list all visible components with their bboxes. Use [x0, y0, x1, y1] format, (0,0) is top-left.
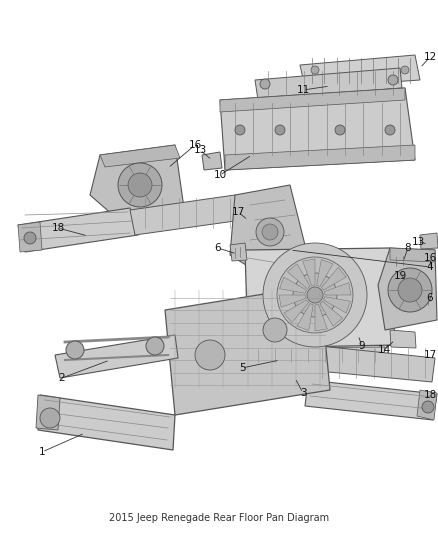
Text: 8: 8: [405, 243, 411, 253]
Polygon shape: [378, 248, 437, 330]
Circle shape: [388, 268, 432, 312]
Text: 6: 6: [427, 293, 433, 303]
Polygon shape: [420, 233, 438, 249]
Text: 17: 17: [424, 350, 437, 360]
Circle shape: [275, 125, 285, 135]
Text: 13: 13: [193, 145, 207, 155]
Circle shape: [385, 125, 395, 135]
Polygon shape: [321, 268, 346, 290]
Text: 16: 16: [424, 253, 437, 263]
Polygon shape: [324, 297, 350, 313]
Polygon shape: [38, 395, 175, 450]
Circle shape: [263, 243, 367, 347]
Circle shape: [118, 163, 162, 207]
Polygon shape: [220, 88, 405, 112]
Polygon shape: [202, 152, 222, 170]
Polygon shape: [245, 248, 395, 348]
Text: 18: 18: [51, 223, 65, 233]
Text: 4: 4: [427, 262, 433, 272]
Polygon shape: [300, 55, 420, 88]
Polygon shape: [320, 302, 343, 326]
Polygon shape: [220, 88, 415, 170]
Text: 5: 5: [239, 363, 245, 373]
Polygon shape: [317, 260, 333, 286]
Text: 12: 12: [424, 52, 437, 62]
Circle shape: [388, 75, 398, 85]
Circle shape: [398, 278, 422, 302]
Polygon shape: [279, 277, 306, 293]
Polygon shape: [165, 285, 330, 415]
Polygon shape: [308, 345, 435, 382]
Polygon shape: [246, 347, 385, 364]
Polygon shape: [225, 145, 415, 170]
Circle shape: [260, 79, 270, 89]
Circle shape: [235, 125, 245, 135]
Text: 3: 3: [300, 388, 306, 398]
Circle shape: [422, 401, 434, 413]
Text: 13: 13: [411, 237, 424, 247]
Circle shape: [263, 318, 287, 342]
Circle shape: [128, 173, 152, 197]
Circle shape: [256, 218, 284, 246]
Circle shape: [335, 125, 345, 135]
Polygon shape: [230, 185, 310, 280]
Polygon shape: [36, 395, 60, 430]
Polygon shape: [287, 264, 310, 288]
Circle shape: [311, 66, 319, 74]
Text: 17: 17: [231, 207, 245, 217]
Polygon shape: [284, 300, 309, 322]
Circle shape: [401, 66, 409, 74]
Polygon shape: [315, 304, 327, 331]
Polygon shape: [390, 253, 409, 269]
Polygon shape: [402, 270, 418, 284]
Text: 2015 Jeep Renegade Rear Floor Pan Diagram: 2015 Jeep Renegade Rear Floor Pan Diagra…: [109, 513, 329, 523]
Text: 11: 11: [297, 85, 310, 95]
Text: 2: 2: [59, 373, 65, 383]
Text: 19: 19: [393, 271, 406, 281]
Polygon shape: [100, 145, 180, 167]
Circle shape: [66, 341, 84, 359]
Polygon shape: [297, 304, 313, 330]
Text: 18: 18: [424, 390, 437, 400]
Polygon shape: [417, 390, 437, 420]
Text: 10: 10: [213, 170, 226, 180]
Polygon shape: [390, 330, 416, 348]
Circle shape: [195, 340, 225, 370]
Polygon shape: [18, 222, 42, 252]
Circle shape: [40, 408, 60, 428]
Text: 9: 9: [359, 341, 365, 351]
Text: 14: 14: [378, 345, 391, 355]
Circle shape: [146, 337, 164, 355]
Circle shape: [277, 257, 353, 333]
Polygon shape: [305, 380, 437, 420]
Circle shape: [307, 287, 323, 303]
Text: 1: 1: [39, 447, 45, 457]
Circle shape: [293, 273, 337, 317]
Polygon shape: [303, 259, 315, 286]
Polygon shape: [90, 145, 185, 230]
Text: 16: 16: [188, 140, 201, 150]
Circle shape: [262, 224, 278, 240]
Polygon shape: [130, 195, 242, 235]
Polygon shape: [390, 248, 435, 262]
Polygon shape: [55, 335, 178, 378]
Polygon shape: [255, 68, 402, 100]
Polygon shape: [230, 243, 247, 261]
Circle shape: [24, 232, 36, 244]
Polygon shape: [325, 282, 351, 295]
Polygon shape: [279, 295, 306, 308]
Polygon shape: [418, 293, 434, 309]
Polygon shape: [18, 208, 138, 252]
Text: 6: 6: [215, 243, 221, 253]
